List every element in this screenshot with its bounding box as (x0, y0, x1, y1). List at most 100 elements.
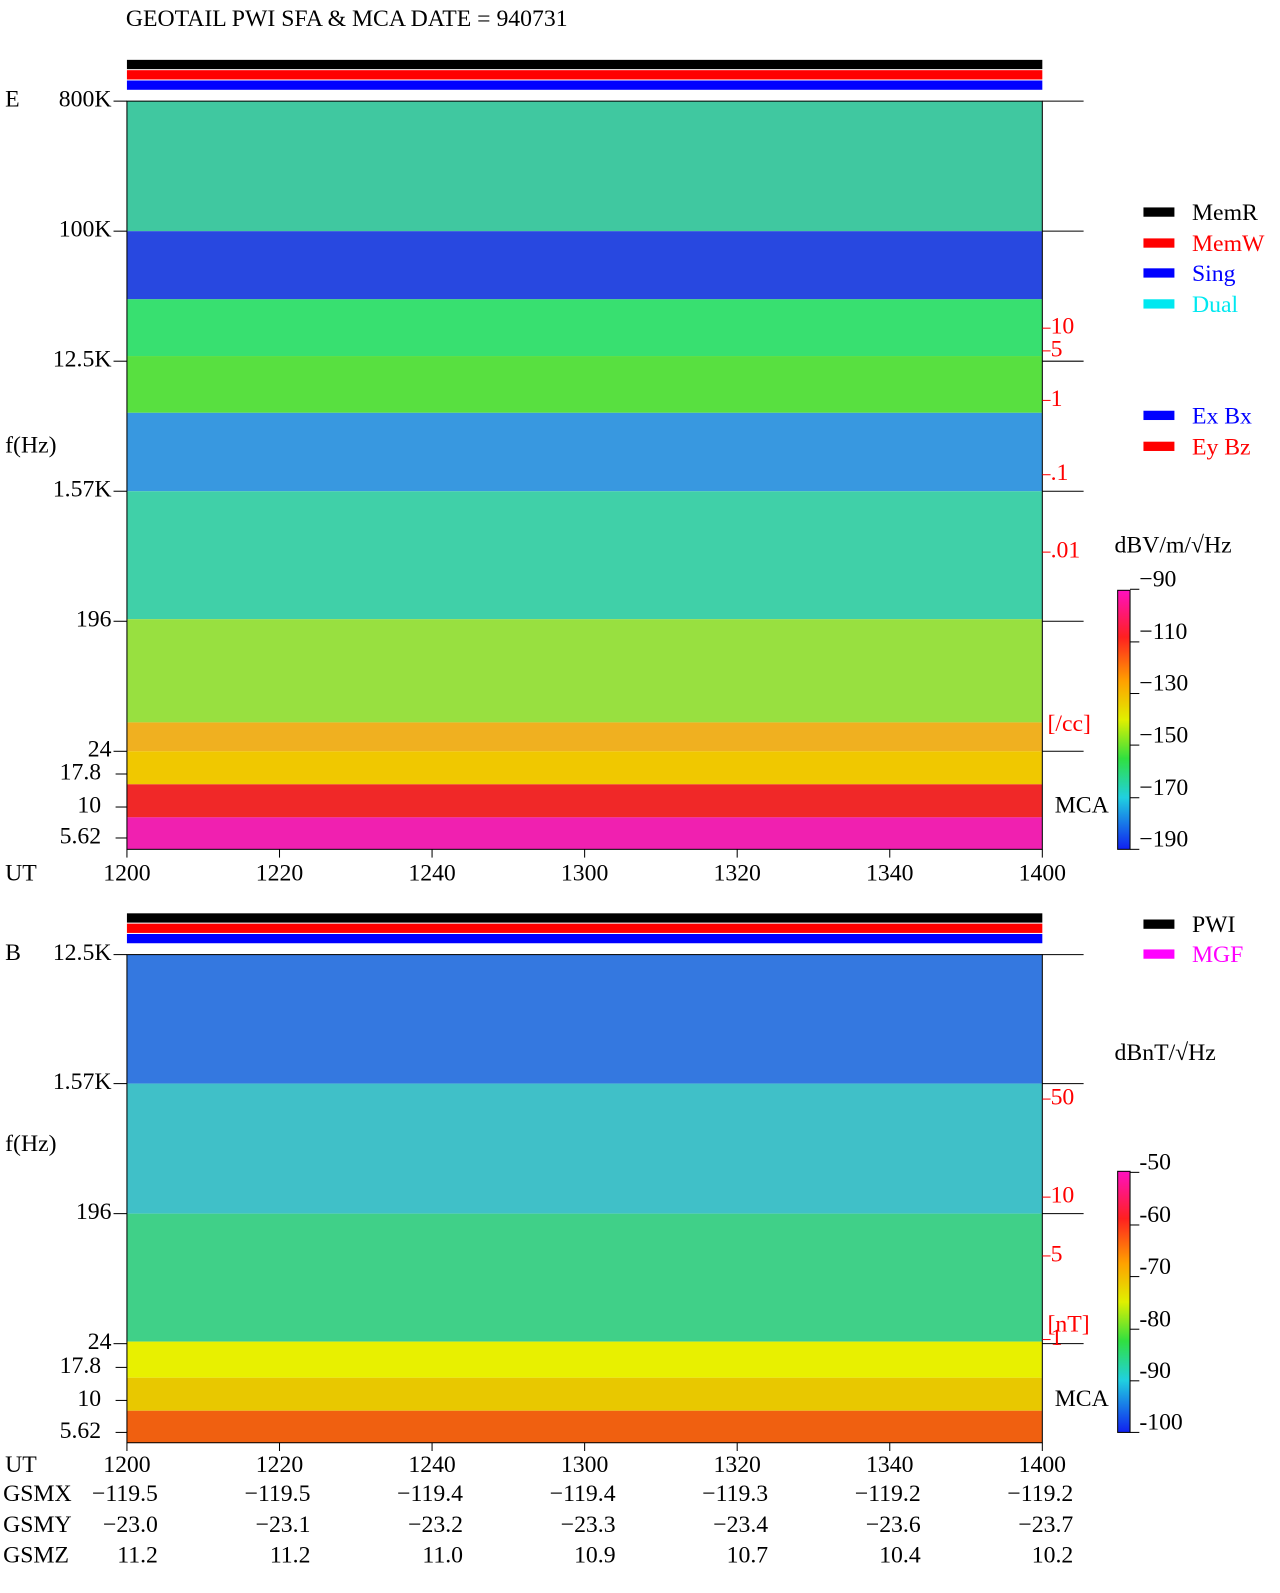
y-tick-label: 800K (59, 87, 112, 113)
status-bar (126, 933, 1043, 944)
spectrogram-band (126, 817, 1043, 850)
status-bar (126, 80, 1043, 90)
spectrogram-band (126, 1083, 1043, 1214)
colorbar-tick-label: −190 (1139, 827, 1188, 853)
spectrogram-band (126, 619, 1043, 723)
y-axis-label: f(Hz) (5, 1131, 56, 1157)
colorbar-tick-label: −150 (1139, 722, 1188, 748)
legend-label: Ex Bx (1192, 403, 1252, 429)
x-tick-label: 1220 (256, 1452, 303, 1478)
colorbar (1117, 1170, 1131, 1433)
colorbar-tick-label: -80 (1139, 1306, 1171, 1332)
orbit-value: 10.4 (879, 1543, 921, 1569)
y-tick-label: 12.5K (53, 347, 112, 373)
mca-tick-label: 5.62 (60, 1418, 102, 1444)
orbit-value: −23.4 (713, 1512, 768, 1538)
spectrogram-band (126, 101, 1043, 232)
status-bar (126, 923, 1043, 933)
density-tick-label: 50 (1051, 1085, 1075, 1111)
spectrogram-band (126, 1341, 1043, 1378)
orbit-value: 11.2 (270, 1543, 311, 1569)
legend-swatch (1143, 268, 1175, 278)
y-axis-label: f(Hz) (5, 432, 56, 458)
orbit-value: −119.2 (855, 1481, 921, 1507)
x-tick-label: 1200 (103, 861, 150, 887)
legend-swatch (1143, 949, 1175, 959)
colorbar-unit: dBnT/√Hz (1115, 1040, 1216, 1066)
y-tick-label: 1.57K (53, 477, 112, 503)
colorbar (1117, 589, 1131, 850)
orbit-value: −23.3 (561, 1512, 616, 1538)
legend-swatch (1143, 207, 1175, 217)
x-axis-label: UT (5, 861, 37, 887)
mca-tick-label: 5.62 (60, 823, 102, 849)
colorbar-tick-label: −130 (1139, 671, 1188, 697)
spectrogram-band (126, 954, 1043, 1084)
y-tick-label: 196 (76, 607, 112, 633)
colorbar-tick-label: -70 (1139, 1254, 1171, 1280)
orbit-value: −119.4 (397, 1481, 463, 1507)
colorbar-tick-label: −170 (1139, 775, 1188, 801)
legend-label: Sing (1192, 261, 1236, 287)
x-tick-label: 1300 (561, 861, 608, 887)
colorbar-tick-label: -50 (1139, 1150, 1171, 1176)
y-tick-label: 1.57K (53, 1069, 112, 1095)
orbit-value: 10.9 (574, 1543, 616, 1569)
orbit-value: 11.0 (422, 1543, 463, 1569)
status-bar (126, 70, 1043, 80)
legend-label: MemR (1192, 200, 1258, 226)
orbit-value: −119.2 (1007, 1481, 1073, 1507)
colorbar-tick-label: −90 (1139, 566, 1176, 592)
y-tick-label: 196 (76, 1199, 112, 1225)
orbit-value: 11.2 (117, 1543, 158, 1569)
spectrogram-band (126, 1377, 1043, 1411)
density-tick-label: 10 (1051, 314, 1075, 340)
x-tick-label: 1300 (561, 1452, 608, 1478)
colorbar-unit: dBV/m/√Hz (1115, 532, 1232, 558)
spectrogram-band (126, 491, 1043, 620)
orbit-value: −23.7 (1018, 1512, 1073, 1538)
y-tick-label: 24 (88, 737, 112, 763)
spectrogram-band (126, 722, 1043, 752)
x-tick-label: 1340 (866, 1452, 913, 1478)
density-unit: [/cc] (1047, 711, 1090, 737)
title: GEOTAIL PWI SFA & MCA DATE = 940731 (126, 6, 568, 32)
legend-label: PWI (1192, 912, 1236, 938)
density-tick-label: 10 (1051, 1183, 1075, 1209)
x-tick-label: 1240 (408, 1452, 455, 1478)
density-tick-label: 1 (1051, 1325, 1063, 1351)
orbit-value: −119.5 (92, 1481, 158, 1507)
x-tick-label: 1400 (1019, 1452, 1066, 1478)
orbit-value: −23.2 (408, 1512, 463, 1538)
spectrogram-band (126, 1213, 1043, 1342)
legend-label: MGF (1192, 942, 1243, 968)
panel-label: B (5, 940, 21, 966)
colorbar-tick-label: -60 (1139, 1202, 1171, 1228)
orbit-value: −23.0 (103, 1512, 158, 1538)
colorbar-tick-label: -100 (1139, 1410, 1182, 1436)
spectrogram-band (126, 751, 1043, 785)
colorbar-tick-label: −110 (1139, 619, 1187, 645)
legend-swatch (1143, 410, 1175, 421)
orbit-value: −119.4 (550, 1481, 616, 1507)
legend-label: Dual (1192, 292, 1239, 318)
orbit-value: 10.7 (727, 1543, 769, 1569)
y-tick-label: 100K (59, 217, 112, 243)
y-tick-label: 24 (88, 1329, 112, 1355)
spectrogram-band (126, 784, 1043, 818)
density-unit: [nT] (1047, 1312, 1089, 1338)
spectrogram-band (126, 1410, 1043, 1443)
mca-label: MCA (1055, 792, 1109, 818)
x-tick-label: 1320 (713, 1452, 760, 1478)
density-tick-label: 5 (1051, 1241, 1063, 1267)
legend-label: Ey Bz (1192, 434, 1251, 460)
spectrogram-band (126, 412, 1043, 492)
spectrogram-band (126, 356, 1043, 413)
orbit-value: −23.1 (256, 1512, 311, 1538)
mca-tick-label: 10 (77, 1386, 101, 1412)
orbit-label: GSMX (3, 1481, 72, 1507)
orbit-label: GSMY (3, 1512, 72, 1538)
y-tick-label: 12.5K (53, 940, 112, 966)
x-tick-label: 1400 (1019, 861, 1066, 887)
